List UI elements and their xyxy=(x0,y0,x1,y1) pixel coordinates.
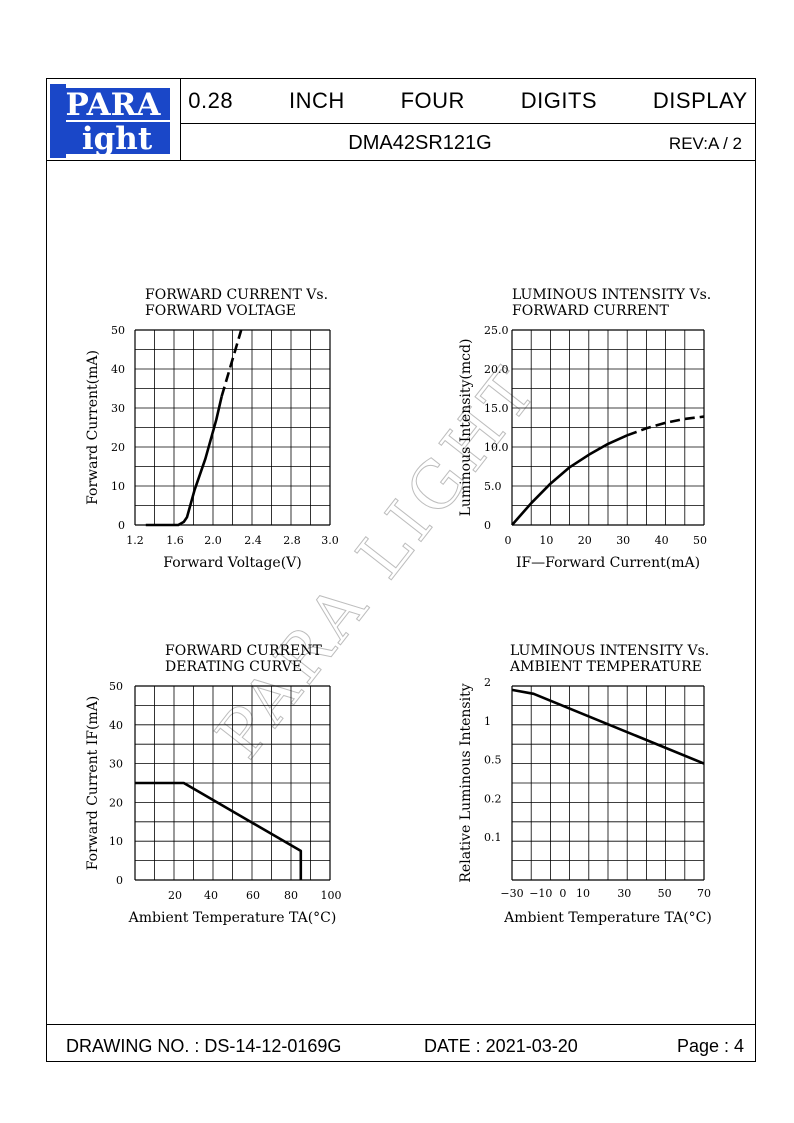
x-tick-label: 20 xyxy=(578,534,592,547)
drawing-number: DRAWING NO. : DS-14-12-0169G xyxy=(66,1036,342,1056)
header-divider-middle xyxy=(180,123,756,124)
logo-text-para: PARA xyxy=(66,87,162,123)
y-tick-label: 0.1 xyxy=(484,831,502,844)
y-tick-label: 30 xyxy=(111,402,125,415)
y-tick-label: 20 xyxy=(111,441,125,454)
x-axis-label: Ambient Temperature TA(°C) xyxy=(128,910,337,926)
revision: REV:A / 2 xyxy=(668,134,742,153)
header-divider-vertical xyxy=(180,78,181,160)
series-line xyxy=(135,781,303,880)
y-axis-label: Forward Current IF(mA) xyxy=(85,696,101,871)
y-tick-label: 10 xyxy=(111,480,125,493)
y-tick-label: 50 xyxy=(109,680,123,693)
x-tick-label: 2.8 xyxy=(283,534,301,547)
date: DATE : 2021-03-20 xyxy=(424,1036,578,1056)
chart-title: FORWARD VOLTAGE xyxy=(145,303,296,319)
x-tick-label: −30 xyxy=(500,887,523,900)
series-line-dashed xyxy=(626,415,705,437)
y-tick-label: 50 xyxy=(111,324,125,337)
chart-title: AMBIENT TEMPERATURE xyxy=(509,659,702,675)
y-tick-label: 5.0 xyxy=(484,480,502,493)
chart-title: FORWARD CURRENT xyxy=(512,303,670,319)
x-tick-label: 2.0 xyxy=(204,534,222,547)
x-axis-label: IF—Forward Current(mA) xyxy=(516,555,700,571)
chart-2: LUMINOUS INTENSITY Vs.FORWARD CURRENT IF—… xyxy=(458,287,711,571)
x-tick-label: 50 xyxy=(658,887,672,900)
y-tick-label: 10 xyxy=(109,835,123,848)
chart-title: LUMINOUS INTENSITY Vs. xyxy=(510,643,709,659)
y-tick-label: 10.0 xyxy=(484,441,509,454)
x-tick-label: 70 xyxy=(697,887,711,900)
chart-title: LUMINOUS INTENSITY Vs. xyxy=(512,287,711,303)
x-tick-label: 40 xyxy=(204,889,218,902)
footer-divider xyxy=(46,1024,756,1025)
y-tick-label: 0 xyxy=(116,874,123,887)
x-axis-label: Ambient Temperature TA(°C) xyxy=(503,910,712,926)
y-tick-label: 20.0 xyxy=(484,363,509,376)
series-line-dashed xyxy=(220,329,243,397)
page-frame xyxy=(46,78,756,1062)
x-tick-label: 30 xyxy=(616,534,630,547)
x-tick-label: 1.6 xyxy=(166,534,184,547)
document-title: 0.28 INCH FOUR DIGITS DISPLAY xyxy=(188,88,748,113)
x-tick-label: 60 xyxy=(246,889,260,902)
series-line xyxy=(511,434,628,526)
series-line xyxy=(145,396,223,527)
chart-title: FORWARD CURRENT xyxy=(165,643,323,659)
chart-title: FORWARD CURRENT Vs. xyxy=(145,287,328,303)
x-tick-label: 0 xyxy=(559,887,566,900)
x-tick-label: 10 xyxy=(539,534,553,547)
x-tick-label: 40 xyxy=(655,534,669,547)
page-number: Page : 4 xyxy=(676,1036,744,1056)
x-tick-label: 100 xyxy=(321,889,342,902)
x-tick-label: 1.2 xyxy=(126,534,144,547)
y-axis-label: Luminous Intensity(mcd) xyxy=(458,339,474,517)
x-tick-label: 10 xyxy=(576,887,590,900)
y-tick-label: 1 xyxy=(484,715,491,728)
x-tick-label: 50 xyxy=(693,534,707,547)
y-tick-label: 0 xyxy=(118,519,125,532)
chart-4: LUMINOUS INTENSITY Vs.AMBIENT TEMPERATUR… xyxy=(458,643,712,926)
x-tick-label: 20 xyxy=(168,889,182,902)
y-tick-label: 40 xyxy=(109,719,123,732)
y-tick-label: 40 xyxy=(111,363,125,376)
x-tick-label: 0 xyxy=(505,534,512,547)
y-tick-label: 25.0 xyxy=(484,324,509,337)
y-tick-label: 0.2 xyxy=(484,792,502,805)
y-tick-label: 15.0 xyxy=(484,402,509,415)
y-tick-label: 0.5 xyxy=(484,754,502,767)
x-tick-label: 2.4 xyxy=(244,534,262,547)
para-light-logo: PARA ight xyxy=(50,84,170,158)
chart-title: DERATING CURVE xyxy=(165,659,302,675)
y-axis-label: Forward Current(mA) xyxy=(85,350,101,505)
x-tick-label: 30 xyxy=(617,887,631,900)
chart-1: FORWARD CURRENT Vs.FORWARD VOLTAGE Forwar… xyxy=(85,287,331,571)
y-tick-label: 20 xyxy=(109,796,123,809)
model-number: DMA42SR121G xyxy=(348,132,492,154)
x-tick-label: −10 xyxy=(529,887,552,900)
y-tick-label: 30 xyxy=(109,758,123,771)
x-tick-label: 80 xyxy=(284,889,298,902)
y-tick-label: 2 xyxy=(484,676,491,689)
header-divider-bottom xyxy=(46,160,756,161)
logo-text-ight: ight xyxy=(82,121,153,157)
series-line xyxy=(511,688,705,765)
y-tick-label: 0 xyxy=(484,519,491,532)
y-axis-label: Relative Luminous Intensity xyxy=(458,683,474,882)
x-tick-label: 3.0 xyxy=(321,534,339,547)
x-axis-label: Forward Voltage(V) xyxy=(163,555,302,571)
